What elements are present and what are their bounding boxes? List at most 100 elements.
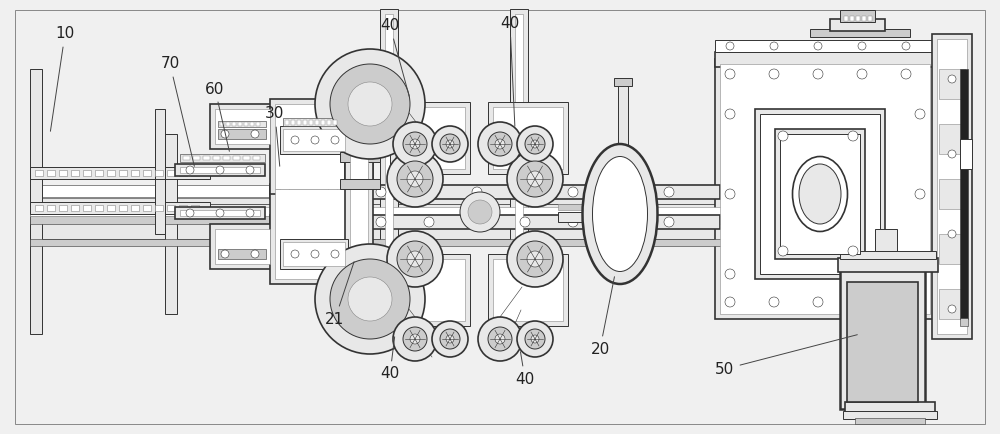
Bar bbox=[283, 118, 345, 126]
Bar bbox=[350, 164, 368, 274]
Circle shape bbox=[330, 259, 410, 339]
Bar bbox=[939, 289, 965, 319]
Bar bbox=[960, 318, 968, 326]
Bar bbox=[215, 109, 270, 144]
Circle shape bbox=[478, 122, 522, 166]
Circle shape bbox=[348, 277, 392, 321]
Bar bbox=[155, 109, 165, 179]
Circle shape bbox=[616, 187, 626, 197]
Bar bbox=[155, 205, 163, 211]
Circle shape bbox=[331, 136, 339, 144]
Bar bbox=[270, 184, 360, 284]
Bar bbox=[71, 205, 79, 211]
Bar bbox=[343, 274, 377, 284]
Bar bbox=[515, 14, 523, 269]
Bar bbox=[210, 224, 275, 269]
Bar bbox=[218, 129, 266, 139]
Bar bbox=[840, 251, 936, 259]
Text: 21: 21 bbox=[325, 262, 354, 326]
Bar bbox=[844, 16, 848, 21]
Bar bbox=[165, 134, 177, 314]
Circle shape bbox=[769, 297, 779, 307]
Circle shape bbox=[520, 187, 530, 197]
Bar bbox=[107, 205, 115, 211]
Circle shape bbox=[915, 189, 925, 199]
Circle shape bbox=[495, 139, 505, 149]
Circle shape bbox=[478, 317, 522, 361]
Bar bbox=[226, 122, 230, 126]
Bar bbox=[131, 205, 139, 211]
Bar bbox=[250, 122, 254, 126]
Bar bbox=[939, 234, 965, 264]
Circle shape bbox=[472, 217, 482, 227]
Circle shape bbox=[280, 217, 290, 227]
Bar bbox=[253, 156, 260, 160]
Bar bbox=[83, 205, 91, 211]
Bar bbox=[280, 126, 348, 154]
Bar bbox=[939, 124, 965, 154]
Bar bbox=[30, 239, 760, 246]
Bar bbox=[840, 10, 875, 22]
Circle shape bbox=[848, 246, 858, 256]
Circle shape bbox=[517, 126, 553, 162]
Bar bbox=[283, 129, 345, 151]
Bar bbox=[71, 170, 79, 176]
Bar bbox=[558, 212, 613, 222]
Circle shape bbox=[393, 122, 437, 166]
Circle shape bbox=[424, 187, 434, 197]
Circle shape bbox=[330, 64, 410, 144]
Bar bbox=[303, 120, 307, 125]
Bar bbox=[218, 121, 266, 127]
Bar bbox=[191, 170, 199, 176]
Circle shape bbox=[814, 42, 822, 50]
Circle shape bbox=[446, 140, 454, 148]
Circle shape bbox=[517, 161, 553, 197]
Bar bbox=[30, 202, 210, 214]
Bar bbox=[131, 170, 139, 176]
Bar bbox=[183, 156, 190, 160]
Bar bbox=[59, 170, 67, 176]
Circle shape bbox=[915, 109, 925, 119]
Circle shape bbox=[440, 329, 460, 349]
Bar bbox=[243, 156, 250, 160]
Bar bbox=[614, 78, 632, 86]
Circle shape bbox=[432, 321, 468, 357]
Circle shape bbox=[348, 82, 392, 126]
Bar bbox=[715, 59, 935, 319]
Bar bbox=[343, 62, 377, 72]
Ellipse shape bbox=[592, 157, 648, 272]
Bar bbox=[380, 9, 398, 274]
Bar bbox=[155, 170, 163, 176]
Circle shape bbox=[778, 131, 788, 141]
Bar bbox=[937, 39, 967, 334]
Bar bbox=[167, 170, 175, 176]
Circle shape bbox=[902, 42, 910, 50]
Bar bbox=[47, 170, 55, 176]
Bar bbox=[47, 205, 55, 211]
Bar bbox=[238, 122, 242, 126]
Circle shape bbox=[725, 109, 735, 119]
Circle shape bbox=[770, 42, 778, 50]
Bar bbox=[856, 16, 860, 21]
Bar bbox=[340, 152, 380, 162]
Bar bbox=[203, 156, 210, 160]
Bar bbox=[755, 109, 885, 279]
Bar bbox=[175, 207, 265, 219]
Circle shape bbox=[251, 130, 259, 138]
Circle shape bbox=[216, 209, 224, 217]
Bar bbox=[327, 120, 331, 125]
Circle shape bbox=[424, 217, 434, 227]
Circle shape bbox=[488, 327, 512, 351]
Bar bbox=[845, 402, 935, 412]
Circle shape bbox=[525, 134, 545, 154]
Circle shape bbox=[858, 42, 866, 50]
Bar bbox=[191, 205, 199, 211]
Text: 70: 70 bbox=[160, 56, 194, 166]
Bar bbox=[760, 114, 880, 274]
Circle shape bbox=[948, 75, 956, 83]
Bar bbox=[244, 122, 248, 126]
Bar bbox=[280, 239, 348, 269]
Bar bbox=[180, 167, 260, 173]
Circle shape bbox=[291, 136, 299, 144]
Circle shape bbox=[460, 192, 500, 232]
